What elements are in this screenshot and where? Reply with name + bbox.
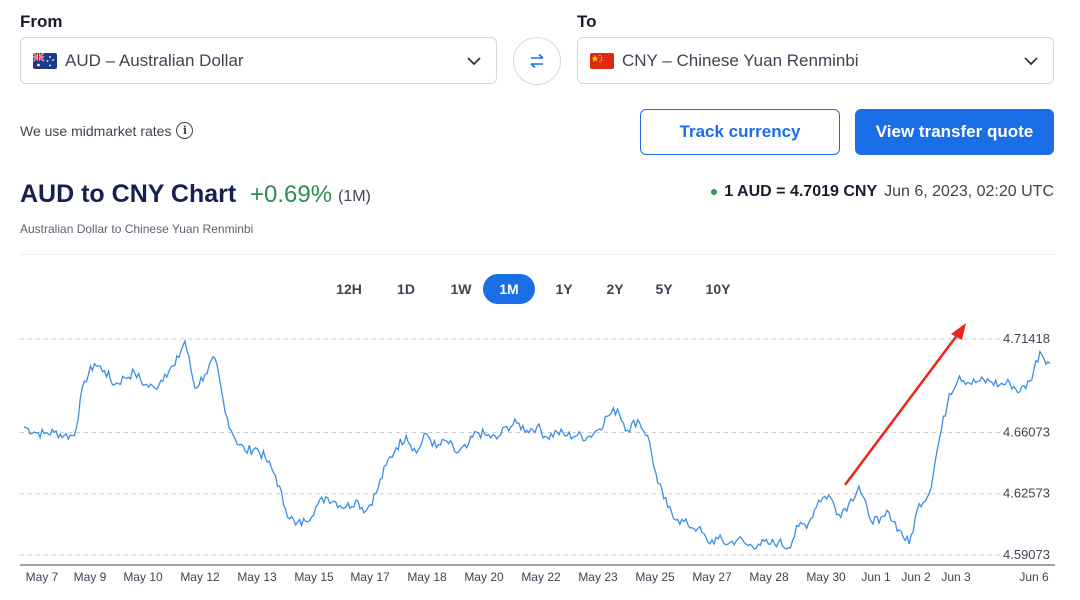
- divider: [20, 254, 1054, 255]
- range-tab-10y[interactable]: 10Y: [705, 281, 731, 297]
- chart-title: AUD to CNY Chart: [20, 180, 237, 208]
- x-tick-label: May 10: [123, 570, 163, 584]
- x-tick-label: Jun 2: [901, 570, 931, 584]
- x-tick-label: Jun 6: [1019, 570, 1049, 584]
- change-period: (1M): [338, 188, 371, 205]
- range-tab-12h[interactable]: 12H: [336, 281, 362, 297]
- view-transfer-quote-button[interactable]: View transfer quote: [855, 109, 1054, 155]
- x-tick-label: May 28: [749, 570, 789, 584]
- rate-value: 1 AUD = 4.7019 CNY: [724, 183, 878, 200]
- x-tick-label: May 13: [237, 570, 277, 584]
- from-currency-select[interactable]: AUD – Australian Dollar: [20, 37, 497, 84]
- trend-arrow-head: [951, 323, 966, 340]
- x-tick-label: May 20: [464, 570, 504, 584]
- x-tick-label: May 18: [407, 570, 447, 584]
- rate-series-line: [23, 338, 1051, 550]
- x-tick-label: Jun 1: [861, 570, 891, 584]
- x-tick-label: May 23: [578, 570, 618, 584]
- range-tab-1d[interactable]: 1D: [397, 281, 415, 297]
- trend-arrow: [843, 333, 960, 486]
- swap-icon: [530, 53, 544, 69]
- from-currency-text: AUD – Australian Dollar: [65, 50, 244, 70]
- live-dot-icon: [711, 189, 718, 195]
- chevron-down-icon: [1024, 56, 1038, 65]
- range-tabs: 12H 1D 1W 1M 1Y 2Y 5Y 10Y: [325, 274, 745, 304]
- to-currency-select[interactable]: CNY – Chinese Yuan Renminbi: [577, 37, 1054, 84]
- x-tick-label: May 17: [350, 570, 390, 584]
- x-tick-label: May 22: [521, 570, 561, 584]
- y-tick-label: 4.71418: [1003, 331, 1050, 346]
- track-currency-button[interactable]: Track currency: [640, 109, 840, 155]
- x-tick-label: May 15: [294, 570, 334, 584]
- midmarket-note: We use midmarket rates i: [20, 122, 194, 139]
- x-tick-label: May 9: [74, 570, 107, 584]
- swap-currencies-button[interactable]: [513, 37, 561, 85]
- x-tick-label: Jun 3: [941, 570, 971, 584]
- current-rate: 1 AUD = 4.7019 CNY Jun 6, 2023, 02:20 UT…: [711, 183, 1054, 201]
- y-tick-label: 4.62573: [1003, 486, 1050, 501]
- range-tab-1y[interactable]: 1Y: [555, 281, 573, 297]
- percent-change: +0.69%: [250, 181, 333, 208]
- x-tick-label: May 25: [635, 570, 675, 584]
- rate-timestamp: Jun 6, 2023, 02:20 UTC: [884, 183, 1054, 200]
- x-tick-label: May 12: [180, 570, 220, 584]
- range-tab-5y[interactable]: 5Y: [655, 281, 673, 297]
- from-label: From: [20, 12, 63, 31]
- range-tab-1m[interactable]: 1M: [483, 274, 535, 304]
- x-tick-label: May 27: [692, 570, 732, 584]
- range-tab-1w[interactable]: 1W: [450, 281, 472, 297]
- range-tab-2y[interactable]: 2Y: [606, 281, 624, 297]
- chevron-down-icon: [467, 56, 481, 65]
- y-tick-label: 4.59073: [1003, 547, 1050, 562]
- midmarket-note-text: We use midmarket rates: [20, 122, 172, 139]
- to-currency-text: CNY – Chinese Yuan Renminbi: [622, 50, 859, 70]
- australia-flag-icon: [33, 52, 57, 69]
- x-tick-label: May 7: [26, 570, 59, 584]
- china-flag-icon: [590, 52, 614, 69]
- y-tick-label: 4.66073: [1003, 424, 1050, 439]
- info-icon[interactable]: i: [176, 122, 194, 139]
- exchange-rate-chart[interactable]: 4.71418 4.66073 4.62573 4.59073 May 7 May 9 Ma…: [0, 320, 1080, 600]
- chart-subtitle: Australian Dollar to Chinese Yuan Renmin…: [20, 222, 254, 236]
- to-label: To: [577, 12, 597, 31]
- x-tick-label: May 30: [806, 570, 846, 584]
